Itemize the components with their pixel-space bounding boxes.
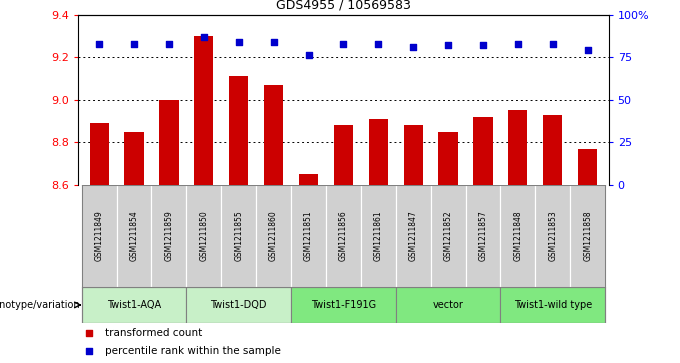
Text: GSM1211854: GSM1211854	[129, 211, 139, 261]
Point	[233, 39, 244, 45]
Bar	[500, 185, 535, 287]
Bar	[571, 185, 605, 287]
Bar	[578, 149, 597, 185]
Point	[373, 41, 384, 46]
Bar	[256, 185, 291, 287]
Text: Twist1-wild type: Twist1-wild type	[513, 300, 592, 310]
Point	[84, 330, 95, 336]
Point	[582, 48, 593, 53]
Point	[477, 42, 488, 48]
Bar	[229, 76, 248, 185]
Bar	[326, 185, 361, 287]
Bar	[508, 110, 528, 185]
Bar	[535, 185, 571, 287]
Text: GSM1211858: GSM1211858	[583, 211, 592, 261]
Bar	[466, 185, 500, 287]
Bar	[264, 85, 283, 185]
Bar	[82, 185, 116, 287]
Point	[513, 41, 524, 46]
Bar	[404, 125, 423, 185]
Point	[408, 44, 419, 50]
Text: GSM1211847: GSM1211847	[409, 211, 418, 261]
Text: GSM1211852: GSM1211852	[443, 211, 453, 261]
Text: GSM1211861: GSM1211861	[374, 211, 383, 261]
Bar	[361, 185, 396, 287]
Text: transformed count: transformed count	[105, 328, 202, 338]
Bar	[186, 287, 291, 323]
Text: GSM1211850: GSM1211850	[199, 211, 208, 261]
Bar	[439, 132, 458, 185]
Text: percentile rank within the sample: percentile rank within the sample	[105, 346, 281, 356]
Bar	[194, 36, 214, 185]
Text: vector: vector	[432, 300, 464, 310]
Bar	[430, 185, 466, 287]
Text: Twist1-F191G: Twist1-F191G	[311, 300, 376, 310]
Point	[129, 41, 139, 46]
Bar	[396, 185, 430, 287]
Bar	[186, 185, 221, 287]
Point	[443, 42, 454, 48]
Bar	[90, 123, 109, 185]
Text: Twist1-DQD: Twist1-DQD	[211, 300, 267, 310]
Bar	[334, 125, 353, 185]
Text: GSM1211856: GSM1211856	[339, 211, 348, 261]
Text: GSM1211860: GSM1211860	[269, 211, 278, 261]
Point	[199, 34, 209, 40]
Text: GSM1211853: GSM1211853	[548, 211, 558, 261]
Text: GSM1211849: GSM1211849	[95, 211, 103, 261]
Bar	[299, 175, 318, 185]
Bar	[152, 185, 186, 287]
Text: GSM1211859: GSM1211859	[165, 211, 173, 261]
Bar	[396, 287, 500, 323]
Bar	[82, 287, 186, 323]
Text: GSM1211848: GSM1211848	[513, 211, 522, 261]
Text: GSM1211857: GSM1211857	[479, 211, 488, 261]
Point	[303, 53, 314, 58]
Point	[163, 41, 174, 46]
Bar	[473, 117, 492, 185]
Text: GSM1211855: GSM1211855	[234, 211, 243, 261]
Bar	[500, 287, 605, 323]
Point	[268, 39, 279, 45]
Bar	[543, 115, 562, 185]
Bar	[291, 185, 326, 287]
Bar	[159, 100, 179, 185]
Bar	[291, 287, 396, 323]
Point	[84, 348, 95, 354]
Bar	[221, 185, 256, 287]
Bar	[124, 132, 143, 185]
Point	[547, 41, 558, 46]
Title: GDS4955 / 10569583: GDS4955 / 10569583	[276, 0, 411, 12]
Bar	[369, 119, 388, 185]
Point	[94, 41, 105, 46]
Point	[338, 41, 349, 46]
Bar	[116, 185, 152, 287]
Text: GSM1211851: GSM1211851	[304, 211, 313, 261]
Text: Twist1-AQA: Twist1-AQA	[107, 300, 161, 310]
Text: genotype/variation: genotype/variation	[0, 300, 80, 310]
